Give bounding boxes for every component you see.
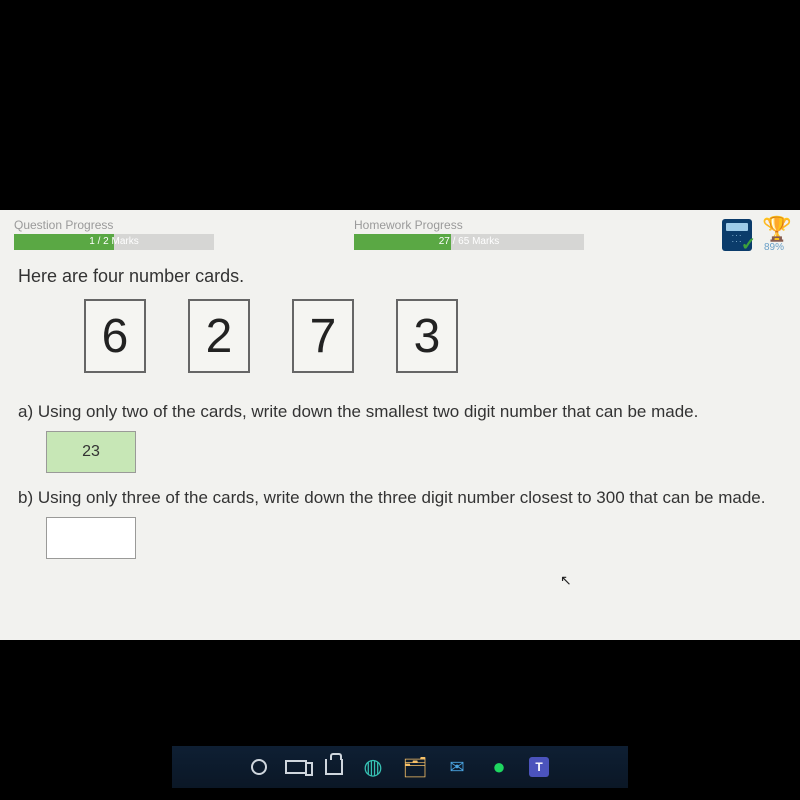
homework-progress-bar: 27 / 65 Marks (354, 234, 584, 250)
taskview-icon[interactable] (285, 760, 307, 774)
homework-progress: Homework Progress 27 / 65 Marks (354, 218, 584, 250)
mail-icon[interactable]: ✉ (445, 755, 469, 779)
number-cards: 6 2 7 3 (14, 299, 786, 373)
answer-b-input[interactable] (46, 517, 136, 559)
spotify-icon[interactable]: ● (487, 755, 511, 779)
screen-photo: Question Progress 1 / 2 Marks Homework P… (0, 0, 800, 800)
trophy-cup-icon: 🏆 (762, 218, 786, 242)
intro-text: Here are four number cards. (18, 266, 786, 287)
teams-icon[interactable]: T (529, 757, 549, 777)
homework-progress-text: 27 / 65 Marks (354, 234, 584, 250)
number-card: 3 (396, 299, 458, 373)
calculator-icon[interactable]: ✓ (722, 219, 752, 251)
question-a-text: a) Using only two of the cards, write do… (18, 401, 782, 423)
trophy-icon[interactable]: 🏆 89% (762, 218, 786, 252)
store-icon[interactable] (325, 759, 343, 775)
cursor-icon: ↖ (560, 572, 572, 589)
quiz-panel: Question Progress 1 / 2 Marks Homework P… (0, 210, 800, 640)
number-card: 7 (292, 299, 354, 373)
file-explorer-icon[interactable]: 🗂 (403, 755, 427, 779)
header-icons: ✓ 🏆 89% (722, 218, 786, 252)
windows-taskbar: ◍ 🗂 ✉ ● T (172, 746, 628, 788)
answer-a-input[interactable]: 23 (46, 431, 136, 473)
check-icon: ✓ (741, 234, 756, 255)
number-card: 6 (84, 299, 146, 373)
trophy-percent: 89% (762, 242, 786, 253)
cortana-icon[interactable] (251, 759, 267, 775)
question-progress-label: Question Progress (14, 218, 214, 232)
question-b-text: b) Using only three of the cards, write … (18, 487, 782, 509)
progress-row: Question Progress 1 / 2 Marks Homework P… (14, 218, 786, 252)
edge-icon[interactable]: ◍ (361, 755, 385, 779)
question-progress: Question Progress 1 / 2 Marks (14, 218, 214, 250)
question-progress-text: 1 / 2 Marks (14, 234, 214, 250)
homework-progress-label: Homework Progress (354, 218, 584, 232)
question-progress-bar: 1 / 2 Marks (14, 234, 214, 250)
number-card: 2 (188, 299, 250, 373)
